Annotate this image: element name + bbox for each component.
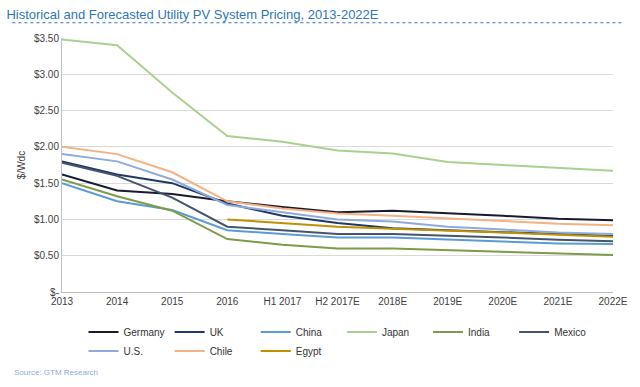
svg-text:2019E: 2019E	[433, 296, 462, 307]
svg-text:H1 2017: H1 2017	[263, 296, 301, 307]
svg-text:$/Wdc: $/Wdc	[16, 151, 27, 179]
svg-text:2018E: 2018E	[378, 296, 407, 307]
svg-text:Egypt: Egypt	[296, 346, 322, 357]
svg-text:2020E: 2020E	[488, 296, 517, 307]
svg-text:2021E: 2021E	[543, 296, 572, 307]
svg-text:$-: $-	[50, 287, 59, 298]
svg-text:$3.50: $3.50	[34, 33, 59, 44]
svg-text:China: China	[296, 327, 323, 338]
svg-text:Source: GTM Research: Source: GTM Research	[14, 368, 98, 377]
svg-text:$2.00: $2.00	[34, 141, 59, 152]
svg-text:Chile: Chile	[210, 346, 233, 357]
svg-text:2022E: 2022E	[599, 296, 628, 307]
svg-text:2014: 2014	[106, 296, 129, 307]
svg-text:2015: 2015	[161, 296, 184, 307]
svg-text:Mexico: Mexico	[554, 327, 586, 338]
svg-text:$2.50: $2.50	[34, 105, 59, 116]
svg-text:India: India	[468, 327, 490, 338]
svg-text:$1.00: $1.00	[34, 214, 59, 225]
svg-text:$0.50: $0.50	[34, 250, 59, 261]
svg-text:Historical and Forecasted Util: Historical and Forecasted Utility PV Sys…	[6, 7, 378, 22]
svg-text:$1.50: $1.50	[34, 178, 59, 189]
svg-text:H2 2017E: H2 2017E	[315, 296, 360, 307]
svg-text:UK: UK	[210, 327, 224, 338]
svg-text:Germany: Germany	[124, 327, 165, 338]
svg-text:U.S.: U.S.	[124, 346, 143, 357]
svg-text:2013: 2013	[51, 296, 74, 307]
svg-text:Japan: Japan	[382, 327, 409, 338]
svg-text:2016: 2016	[216, 296, 239, 307]
svg-text:$3.00: $3.00	[34, 69, 59, 80]
